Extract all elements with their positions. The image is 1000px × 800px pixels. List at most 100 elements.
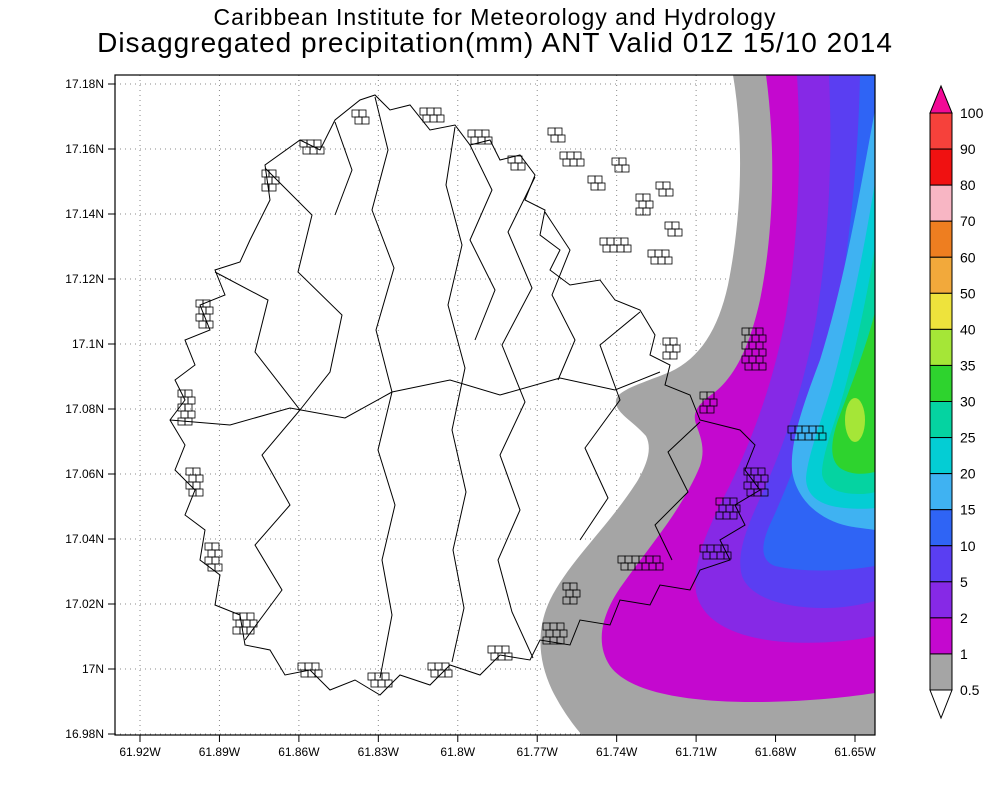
catchment-cell <box>370 679 379 688</box>
catchment-cell <box>587 175 596 184</box>
catchment-cell <box>232 626 241 635</box>
catchment-cell <box>192 467 201 476</box>
catchment-cell <box>504 652 513 661</box>
catchment-cluster <box>647 249 673 265</box>
catchment-cell <box>195 488 204 497</box>
catchment-cluster <box>699 391 718 414</box>
catchment-cell <box>419 107 428 116</box>
catchment-cluster <box>664 221 683 237</box>
colorbar-label: 15 <box>960 502 976 518</box>
lat-tick-label: 17.02N <box>65 597 104 611</box>
catchment-cell <box>490 652 499 661</box>
lat-tick-label: 17.06N <box>65 467 104 481</box>
catchment-cell <box>554 127 563 136</box>
catchment-cell <box>211 556 220 565</box>
colorbar-segment <box>929 473 953 511</box>
catchment-cluster <box>715 497 741 520</box>
contour-35mm-core <box>845 398 865 442</box>
catchment-cell <box>620 237 629 246</box>
catchment-cell <box>297 662 306 671</box>
colorbar-segment <box>929 653 953 691</box>
catchment-cluster <box>232 612 258 635</box>
catchment-cluster <box>559 151 585 167</box>
colorbar-segment <box>929 220 953 258</box>
catchment-cluster <box>487 645 513 661</box>
catchment-cluster <box>655 181 674 197</box>
colorbar-label: 5 <box>960 574 968 590</box>
catchment-cell <box>590 182 599 191</box>
catchment-cell <box>623 244 632 253</box>
catchment-cluster <box>547 127 566 143</box>
lat-tick-label: 17.1N <box>72 337 104 351</box>
colorbar-bottom-arrow <box>929 689 953 720</box>
colorbar-segment <box>929 545 953 583</box>
catchment-cell <box>242 619 251 628</box>
catchment-cell <box>654 249 663 258</box>
catchment-cell <box>635 193 644 202</box>
catchment-cell <box>354 116 363 125</box>
colorbar-top-arrow <box>929 84 953 114</box>
longitude-axis: 61.92W 61.89W 61.86W 61.83W 61.8W 61.77W 61.74… <box>119 735 876 759</box>
catchment-cell <box>611 157 620 166</box>
catchment-cell <box>187 410 196 419</box>
catchment-cell <box>547 127 556 136</box>
catchment-cell <box>671 221 680 230</box>
catchment-cell <box>606 237 615 246</box>
catchment-cell <box>645 200 654 209</box>
catchment-cell <box>351 109 360 118</box>
catchment-cell <box>667 228 676 237</box>
catchment-cell <box>706 405 715 414</box>
watershed-boundary <box>264 167 343 411</box>
lon-tick-label: 61.86W <box>278 745 320 759</box>
catchment-cluster <box>587 175 606 191</box>
catchment-cell <box>616 244 625 253</box>
catchment-cell <box>313 139 322 148</box>
catchment-cell <box>204 556 213 565</box>
catchment-cell <box>487 645 496 654</box>
catchment-cell <box>501 645 510 654</box>
lon-tick-label: 61.83W <box>358 745 400 759</box>
catchment-cell <box>661 249 670 258</box>
lat-tick-label: 17.08N <box>65 402 104 416</box>
plot-frame <box>114 74 876 736</box>
catchment-cluster <box>787 425 827 441</box>
catchment-cell <box>569 158 578 167</box>
catchment-cell <box>474 129 483 138</box>
colorbar-segment <box>929 617 953 655</box>
watershed-boundary <box>169 391 393 426</box>
catchment-cell <box>662 351 671 360</box>
catchment-cluster <box>599 237 632 253</box>
watershed-boundary <box>497 176 536 659</box>
lon-tick-label: 61.74W <box>596 745 638 759</box>
lon-tick-label: 61.89W <box>199 745 241 759</box>
catchment-cell <box>207 549 216 558</box>
catchment-cell <box>665 344 674 353</box>
lat-tick-label: 17.14N <box>65 207 104 221</box>
colorbar-label: 2 <box>960 610 968 626</box>
catchment-cell <box>384 679 393 688</box>
colorbar-label: 35 <box>960 357 976 373</box>
catchment-cell <box>573 151 582 160</box>
catchment-cluster <box>427 662 453 678</box>
watershed-boundary <box>469 144 496 341</box>
catchment-cell <box>481 129 490 138</box>
colorbar-label: 60 <box>960 249 976 265</box>
catchment-cell <box>658 188 667 197</box>
catchment-cell <box>566 151 575 160</box>
catchment-cell <box>576 158 585 167</box>
colorbar-segment <box>929 148 953 186</box>
catchment-cell <box>185 481 194 490</box>
catchment-cell <box>665 188 674 197</box>
lat-tick-label: 17.12N <box>65 272 104 286</box>
watershed-boundary <box>214 271 301 641</box>
colorbar-label: 30 <box>960 394 976 410</box>
catchment-cell <box>556 636 565 645</box>
catchment-cell <box>664 256 673 265</box>
catchment-cell <box>609 244 618 253</box>
catchment-cluster <box>419 107 445 123</box>
catchment-cell <box>430 669 439 678</box>
catchment-cell <box>184 417 193 426</box>
lat-tick-label: 16.98N <box>65 727 104 741</box>
catchment-cluster <box>177 389 196 426</box>
catchment-cell <box>316 146 325 155</box>
